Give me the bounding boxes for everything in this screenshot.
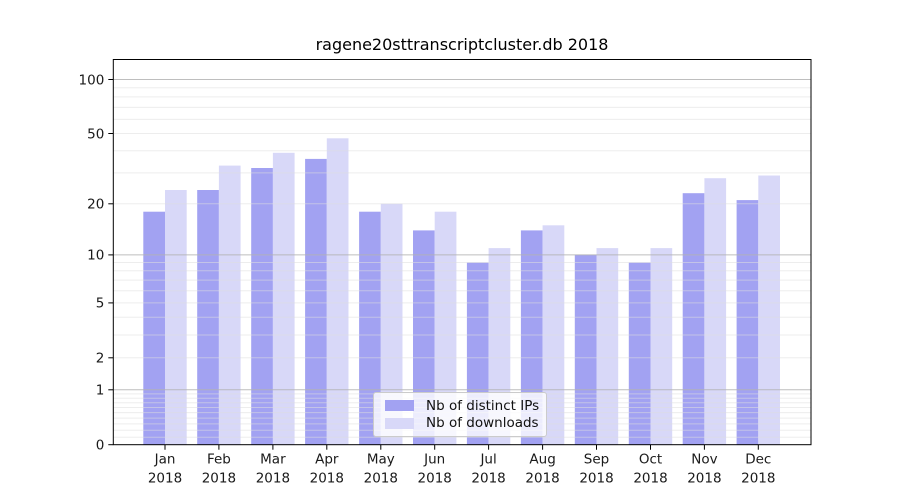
x-tick-sublabel-may: 2018 <box>364 471 398 487</box>
bar-jun-downloads <box>434 211 457 445</box>
x-tick-label-jun: Jun <box>423 452 445 468</box>
bar-jan-distinct-ips <box>143 211 165 445</box>
x-tick-sublabel-apr: 2018 <box>310 471 344 487</box>
x-tick-sublabel-dec: 2018 <box>741 471 775 487</box>
legend-swatch-downloads <box>385 417 414 429</box>
bar-sep-downloads <box>596 248 619 445</box>
bar-apr-distinct-ips <box>305 158 327 445</box>
y-tick-label-50: 50 <box>87 126 104 142</box>
x-tick-sublabel-nov: 2018 <box>687 471 721 487</box>
y-tick-label-1: 1 <box>96 383 105 399</box>
x-tick-label-apr: Apr <box>315 452 339 468</box>
x-tick-label-oct: Oct <box>639 452 662 468</box>
bar-feb-downloads <box>218 165 241 445</box>
y-tick-label-0: 0 <box>96 438 105 454</box>
legend-swatch-distinct-ips <box>385 400 414 412</box>
x-tick-sublabel-mar: 2018 <box>256 471 290 487</box>
gridlines-group <box>113 79 811 438</box>
bar-dec-downloads <box>758 175 780 445</box>
legend-label-distinct-ips: Nb of distinct IPs <box>426 397 540 414</box>
x-tick-sublabel-jan: 2018 <box>148 471 182 487</box>
y-tick-label-2: 2 <box>96 351 105 367</box>
bar-sep-distinct-ips <box>574 254 597 445</box>
bar-nov-downloads <box>704 178 727 445</box>
y-tick-label-100: 100 <box>79 72 105 88</box>
bar-dec-distinct-ips <box>736 200 759 445</box>
x-tick-label-aug: Aug <box>529 452 555 468</box>
legend-label-downloads: Nb of downloads <box>426 415 539 432</box>
axes-spines <box>112 59 812 446</box>
x-tick-sublabel-sep: 2018 <box>579 471 613 487</box>
x-tick-sublabel-oct: 2018 <box>633 471 667 487</box>
bar-may-distinct-ips <box>359 211 381 445</box>
x-tick-label-dec: Dec <box>745 452 771 468</box>
bar-apr-downloads <box>326 138 349 445</box>
bar-mar-distinct-ips <box>251 168 273 445</box>
x-tick-sublabel-aug: 2018 <box>525 471 559 487</box>
y-tick-label-5: 5 <box>96 296 105 312</box>
bar-oct-downloads <box>650 248 673 445</box>
x-tick-sublabel-jun: 2018 <box>418 471 452 487</box>
y-tick-label-20: 20 <box>87 197 104 213</box>
legend-item-downloads: Nb of downloads <box>385 415 546 431</box>
bar-jun-distinct-ips <box>413 230 435 445</box>
bar-nov-distinct-ips <box>682 193 705 445</box>
bar-mar-downloads <box>272 152 295 445</box>
x-tick-label-jul: Jul <box>479 452 496 468</box>
x-axis-group: Jan 2018 Feb 2018 Mar 2018 Apr 2018 May 2018 Jun 20… <box>148 444 775 487</box>
legend: Nb of distinct IPs Nb of downloads <box>373 392 547 437</box>
x-tick-label-mar: Mar <box>260 452 286 468</box>
x-tick-label-nov: Nov <box>691 452 717 468</box>
x-tick-label-may: May <box>367 452 395 468</box>
x-tick-sublabel-feb: 2018 <box>202 471 236 487</box>
legend-item-distinct-ips: Nb of distinct IPs <box>385 398 546 414</box>
chart-title: ragene20sttranscriptcluster.db 2018 <box>315 35 609 54</box>
bar-oct-distinct-ips <box>628 262 651 445</box>
x-tick-label-sep: Sep <box>584 452 609 468</box>
y-tick-label-10: 10 <box>87 248 104 264</box>
bar-may-downloads <box>380 203 403 445</box>
x-tick-label-feb: Feb <box>207 452 231 468</box>
bar-aug-distinct-ips <box>520 230 543 445</box>
x-tick-label-jan: Jan <box>154 452 176 468</box>
x-tick-sublabel-jul: 2018 <box>471 471 505 487</box>
